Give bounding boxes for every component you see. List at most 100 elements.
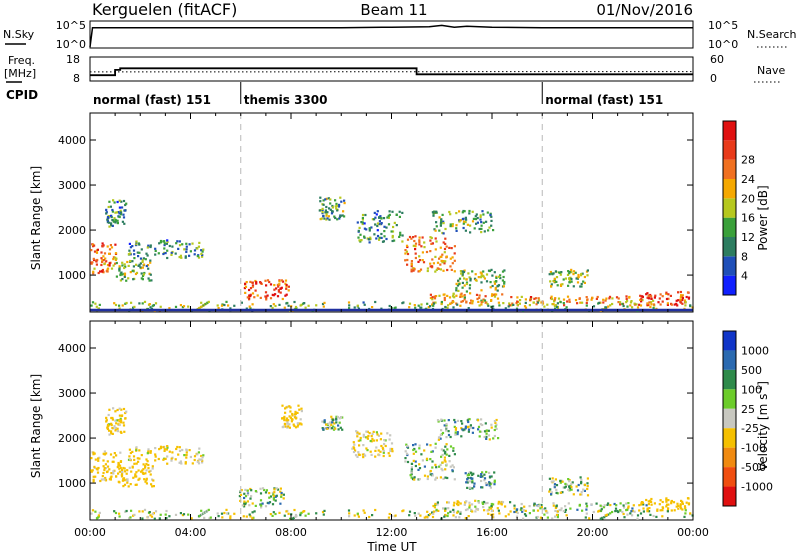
heatmap-cell: [423, 246, 426, 249]
heatmap-cell: [339, 416, 343, 419]
heatmap-cell: [383, 230, 386, 233]
heatmap-cell: [480, 479, 483, 483]
heatmap-cell: [118, 423, 121, 427]
heatmap-cell: [285, 302, 288, 305]
heatmap-cell: [101, 242, 104, 245]
heatmap-cell: [431, 296, 434, 299]
heatmap-cell: [370, 435, 373, 438]
heatmap-cell: [355, 430, 358, 433]
heatmap-cell: [103, 468, 106, 472]
heatmap-cell: [580, 493, 583, 496]
heatmap-cell: [325, 423, 328, 426]
heatmap-cell: [362, 301, 365, 304]
heatmap-cell: [154, 453, 157, 456]
heatmap-cell: [223, 511, 226, 515]
heatmap-cell: [329, 427, 332, 430]
heatmap-cell: [368, 227, 371, 230]
heatmap-cell: [625, 297, 628, 300]
heatmap-cell: [550, 480, 553, 483]
heatmap-cell: [362, 435, 365, 438]
heatmap-cell: [256, 294, 259, 297]
heatmap-cell: [193, 253, 196, 256]
heatmap-cell: [454, 427, 458, 430]
heatmap-cell: [147, 467, 150, 470]
heatmap-cell: [471, 302, 474, 305]
heatmap-cell: [251, 292, 255, 295]
heatmap-cell: [488, 269, 492, 273]
heatmap-cell: [438, 294, 441, 297]
heatmap-cell: [443, 298, 446, 302]
heatmap-cell: [300, 407, 303, 410]
heatmap-cell: [490, 505, 493, 508]
heatmap-cell: [464, 472, 467, 475]
heatmap-cell: [287, 289, 290, 292]
heatmap-cell: [382, 217, 386, 220]
heatmap-cell: [151, 512, 154, 515]
heatmap-cell: [536, 515, 539, 519]
heatmap-cell: [445, 436, 448, 439]
heatmap-cell: [293, 416, 297, 419]
heatmap-cell: [441, 431, 445, 435]
heatmap-cell: [562, 298, 566, 301]
heatmap-cell: [410, 263, 413, 266]
heatmap-cell: [124, 411, 127, 415]
heatmap-cell: [504, 515, 507, 518]
heatmap-cell: [442, 232, 445, 235]
heatmap-cell: [148, 511, 151, 514]
heatmap-cell: [434, 229, 437, 232]
heatmap-cell: [536, 301, 540, 304]
heatmap-cell: [137, 469, 140, 472]
heatmap-cell: [134, 272, 138, 276]
heatmap-cell: [136, 457, 139, 460]
heatmap-cell: [453, 245, 456, 248]
heatmap-cell: [452, 504, 455, 507]
heatmap-cell: [271, 491, 274, 494]
heatmap-cell: [291, 414, 294, 417]
heatmap-cell: [652, 514, 655, 518]
heatmap-cell: [442, 293, 445, 296]
colorbar-frame: [722, 330, 737, 507]
heatmap-cell: [108, 225, 111, 228]
heatmap-cell: [410, 476, 413, 479]
colorbar-tick-label: 100: [741, 383, 762, 396]
nsearch-axis-bottom: 10^0: [708, 38, 738, 51]
heatmap-cell: [377, 434, 381, 437]
heatmap-cell: [166, 446, 169, 449]
heatmap-cell: [418, 447, 421, 450]
heatmap-cell: [452, 306, 455, 309]
heatmap-cell: [463, 210, 466, 213]
heatmap-cell: [154, 455, 157, 458]
heatmap-cell: [444, 476, 447, 479]
heatmap-cell: [501, 270, 505, 273]
heatmap-cell: [144, 464, 147, 468]
heatmap-cell: [171, 451, 174, 454]
heatmap-cell: [625, 509, 628, 512]
heatmap-cell: [444, 260, 447, 263]
heatmap-cell: [544, 507, 547, 510]
heatmap-cell: [445, 463, 448, 466]
heatmap-cell: [176, 240, 179, 243]
heatmap-cell: [109, 244, 112, 247]
heatmap-cell: [260, 506, 263, 509]
heatmap-cell: [125, 279, 128, 282]
heatmap-cell: [337, 428, 340, 431]
heatmap-cell: [124, 510, 127, 513]
heatmap-cell: [399, 233, 402, 237]
heatmap-cell: [461, 428, 464, 431]
heatmap-cell: [404, 450, 407, 453]
heatmap-cell: [435, 295, 438, 298]
heatmap-cell: [112, 258, 115, 261]
heatmap-cell: [288, 426, 291, 429]
heatmap-cell: [572, 273, 575, 276]
heatmap-cell: [279, 502, 282, 505]
heatmap-cell: [465, 500, 468, 503]
heatmap-cell: [443, 251, 446, 254]
heatmap-cell: [114, 426, 117, 429]
heatmap-cell: [487, 429, 490, 432]
heatmap-cell: [103, 252, 107, 255]
heatmap-cell: [606, 503, 609, 506]
heatmap-cell: [378, 222, 381, 225]
heatmap-cell: [268, 501, 272, 504]
heatmap-cell: [90, 249, 93, 252]
heatmap-cell: [405, 244, 409, 247]
